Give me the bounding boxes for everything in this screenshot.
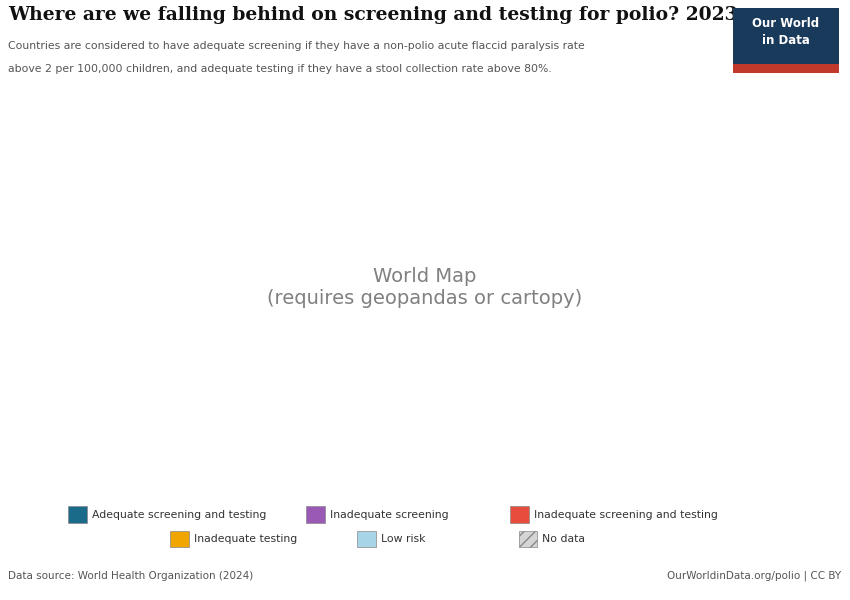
Bar: [733, 8, 839, 64]
Bar: [733, 64, 839, 73]
Text: above 2 per 100,000 children, and adequate testing if they have a stool collecti: above 2 per 100,000 children, and adequa…: [8, 64, 552, 74]
Bar: [68, 506, 87, 523]
Bar: [306, 506, 325, 523]
Text: Low risk: Low risk: [381, 534, 425, 544]
Text: Where are we falling behind on screening and testing for polio? 2023: Where are we falling behind on screening…: [8, 6, 739, 24]
Text: Data source: World Health Organization (2024): Data source: World Health Organization (…: [8, 571, 254, 581]
Bar: [170, 531, 189, 547]
Text: Our World: Our World: [752, 17, 819, 30]
Bar: [518, 531, 537, 547]
Text: Adequate screening and testing: Adequate screening and testing: [92, 509, 266, 520]
Bar: [357, 531, 376, 547]
Text: OurWorldinData.org/polio | CC BY: OurWorldinData.org/polio | CC BY: [667, 571, 842, 581]
Text: in Data: in Data: [762, 34, 810, 47]
Bar: [510, 506, 529, 523]
Text: Inadequate screening and testing: Inadequate screening and testing: [534, 509, 717, 520]
Text: No data: No data: [542, 534, 586, 544]
Text: Inadequate testing: Inadequate testing: [194, 534, 297, 544]
Text: World Map
(requires geopandas or cartopy): World Map (requires geopandas or cartopy…: [268, 268, 582, 308]
Text: Countries are considered to have adequate screening if they have a non-polio acu: Countries are considered to have adequat…: [8, 41, 586, 50]
Text: Inadequate screening: Inadequate screening: [330, 509, 449, 520]
